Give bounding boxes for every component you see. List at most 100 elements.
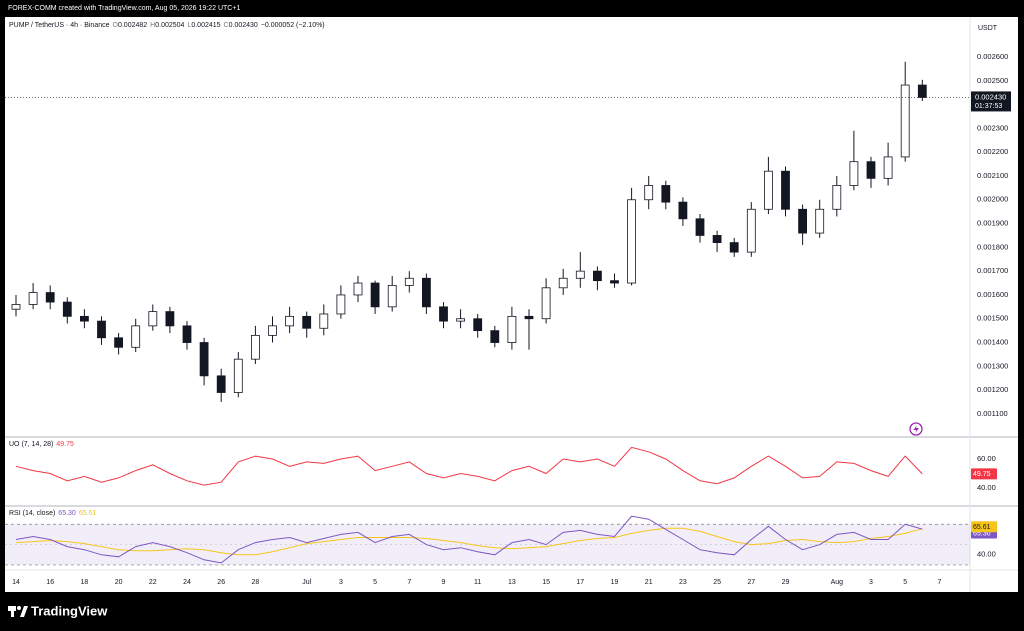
- candle-body: [114, 337, 123, 348]
- x-tick-label: 5: [903, 579, 907, 586]
- y-tick-label: 60.00: [977, 454, 996, 463]
- candle-body: [387, 285, 397, 308]
- candle-body: [370, 282, 380, 308]
- value-box-label: 65.30: [973, 530, 991, 537]
- value-box-label: 49.75: [973, 471, 991, 478]
- x-tick-label: 7: [937, 579, 941, 586]
- brand: TradingView: [31, 603, 108, 618]
- y-tick-label: 0.001100: [977, 409, 1008, 418]
- candle-body: [233, 358, 243, 393]
- ohlc-key: O: [112, 22, 118, 29]
- x-tick-label: 18: [81, 579, 89, 586]
- ohlc-value: 0.002482: [117, 22, 148, 29]
- x-tick-label: 13: [508, 579, 516, 586]
- candle-body: [250, 334, 260, 360]
- x-tick-label: 22: [149, 579, 157, 586]
- uo-line: [15, 446, 923, 486]
- x-tick-label: 14: [12, 579, 20, 586]
- candle-body: [353, 282, 363, 296]
- x-tick-label: 3: [869, 579, 873, 586]
- y-tick-label: 0.002500: [977, 76, 1008, 85]
- candle-body: [507, 315, 517, 343]
- candle-body: [404, 277, 414, 286]
- candle-body: [541, 287, 551, 320]
- legend-value: 65.61: [78, 510, 97, 517]
- y-tick-label: 0.001800: [977, 242, 1008, 251]
- currency: USDT: [978, 25, 998, 32]
- y-tick-label: 0.001400: [977, 338, 1008, 347]
- candle-body: [148, 311, 158, 327]
- x-tick-label: 15: [542, 579, 550, 586]
- candle-body: [97, 320, 106, 339]
- candle-body: [695, 218, 705, 236]
- candle-body: [729, 242, 739, 253]
- ohlc-value: 0.002415: [191, 22, 221, 29]
- candle-body: [302, 315, 312, 329]
- uo-legend: UO (7, 14, 28) 49.75: [9, 441, 77, 448]
- x-tick-label: 7: [407, 579, 411, 586]
- x-tick-label: 29: [782, 579, 790, 586]
- y-tick-label: 0.001200: [977, 385, 1008, 394]
- ohlc-key: C: [223, 22, 229, 29]
- price-box-label: 0.002430: [975, 92, 1006, 101]
- candle-body: [45, 292, 55, 303]
- rsi-legend: RSI (14, close) 65.30 65.61: [9, 510, 99, 517]
- candle-body: [336, 294, 346, 315]
- icon: [913, 425, 919, 434]
- x-tick-label: Jul: [302, 579, 311, 586]
- legend-title: PUMP / TetherUS · 4h · Binance: [9, 22, 110, 29]
- candle-body: [268, 325, 277, 336]
- candle-body: [832, 185, 842, 210]
- candle-body: [866, 161, 876, 179]
- candle-body: [815, 208, 825, 234]
- candle-body: [165, 311, 175, 327]
- header-text: FOREX-COMM created with TradingView.com,…: [8, 5, 240, 12]
- legend-value: 65.30: [58, 510, 76, 517]
- candle-body: [11, 304, 21, 310]
- y-tick-label: 0.001500: [977, 314, 1008, 323]
- y-tick-label: 40.00: [977, 550, 996, 559]
- candle-body: [678, 201, 688, 220]
- rsi-line: [15, 515, 923, 564]
- price-legend: PUMP / TetherUS · 4h · Binance O0.002482 H…: [9, 22, 328, 29]
- ohlc-value: 0.002504: [155, 22, 185, 29]
- y-tick-label: 0.002000: [977, 195, 1008, 204]
- price-box: [971, 91, 1011, 112]
- x-tick-label: Aug: [831, 579, 844, 586]
- candle-body: [473, 318, 483, 332]
- candle-body: [28, 292, 38, 305]
- x-tick-label: 27: [747, 579, 755, 586]
- chart-area: [5, 17, 1018, 592]
- x-tick-label: 11: [474, 579, 481, 586]
- candle-body: [610, 280, 619, 284]
- candle-body: [131, 325, 141, 348]
- x-tick-label: 21: [645, 579, 653, 586]
- candle-body: [627, 199, 636, 284]
- candle-body: [593, 270, 602, 282]
- candle-body: [421, 277, 431, 308]
- legend-title: UO (7, 14, 28): [9, 441, 54, 448]
- candle-body: [917, 84, 927, 98]
- y-tick-label: 0.002600: [977, 52, 1008, 61]
- value-box: [971, 468, 997, 480]
- candle-body: [661, 185, 671, 203]
- y-tick-label: 0.001300: [977, 361, 1008, 370]
- x-tick-label: 26: [217, 579, 225, 586]
- candle-body: [199, 342, 209, 377]
- y-tick-label: 0.001700: [977, 266, 1008, 275]
- candle-body: [182, 325, 192, 343]
- candle-body: [712, 235, 722, 243]
- candle-body: [439, 306, 448, 322]
- change: −0.000052 (−2.10%): [260, 22, 325, 29]
- x-tick-label: 5: [373, 579, 377, 586]
- candle-body: [456, 318, 466, 322]
- legend-value: 49.75: [56, 441, 74, 448]
- x-tick-label: 9: [442, 579, 446, 586]
- candle-body: [883, 156, 893, 179]
- countdown: 01:37:53: [975, 103, 1002, 110]
- y-tick-label: 0.001600: [977, 290, 1008, 299]
- x-tick-label: 25: [713, 579, 721, 586]
- x-tick-label: 20: [115, 579, 123, 586]
- icon[interactable]: [909, 422, 923, 436]
